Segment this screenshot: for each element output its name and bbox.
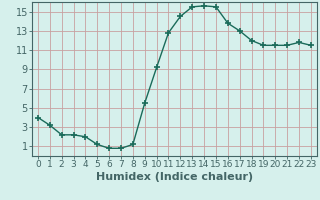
X-axis label: Humidex (Indice chaleur): Humidex (Indice chaleur) [96,172,253,182]
